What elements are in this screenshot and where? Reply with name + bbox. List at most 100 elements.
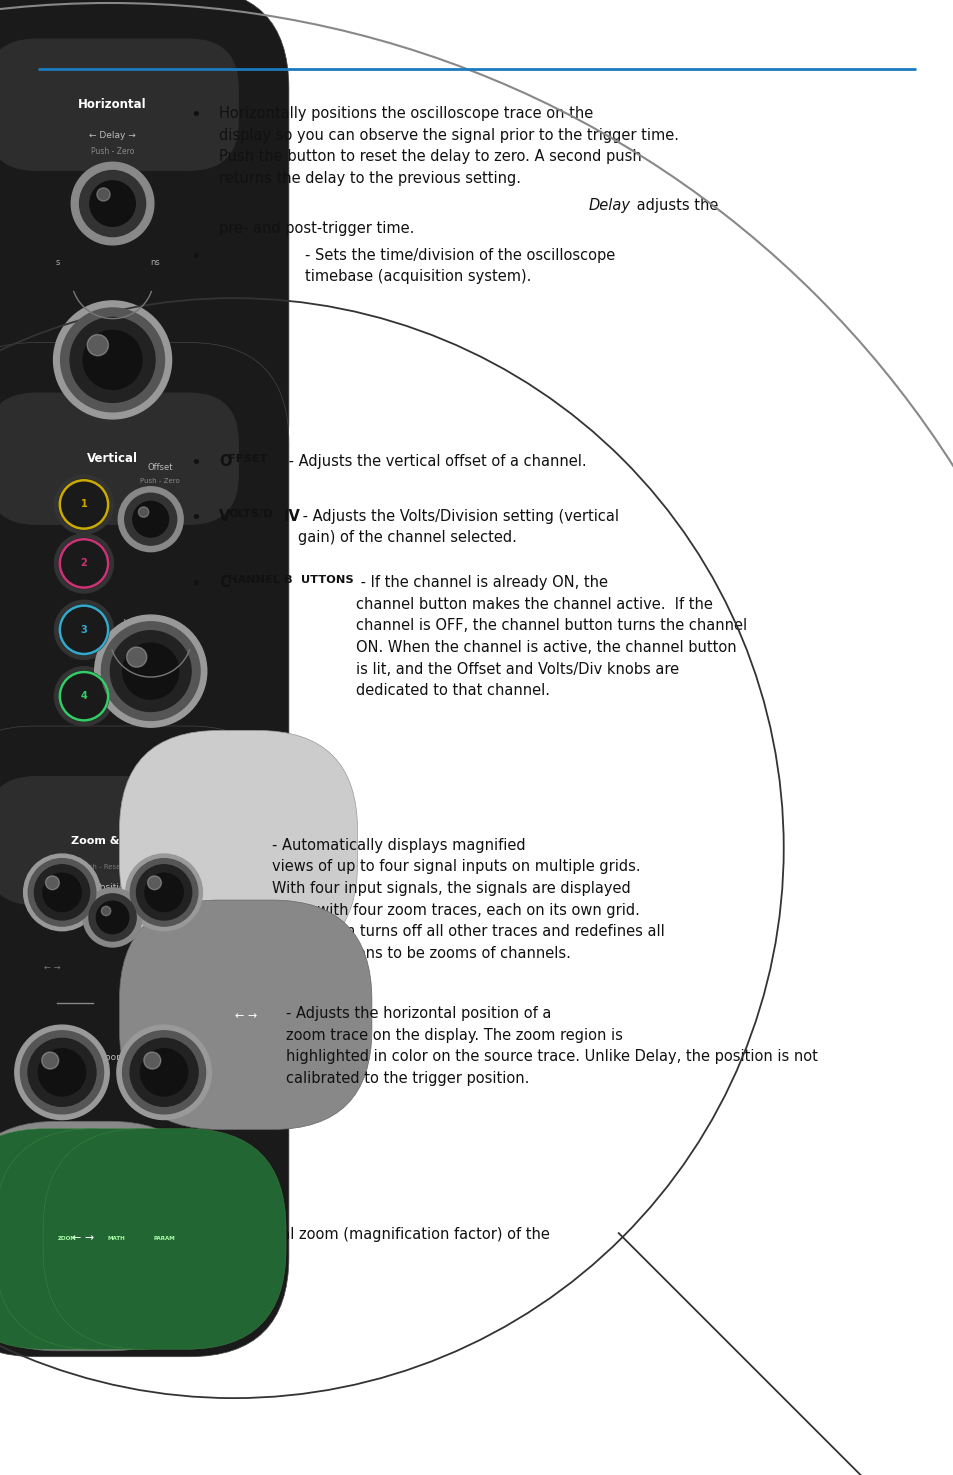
Circle shape bbox=[101, 906, 111, 916]
Text: - Adjusts the vertical offset of a channel.: - Adjusts the vertical offset of a chann… bbox=[284, 454, 586, 469]
Text: •: • bbox=[28, 1227, 39, 1245]
FancyBboxPatch shape bbox=[43, 1128, 286, 1350]
Circle shape bbox=[54, 667, 113, 726]
Text: 1: 1 bbox=[80, 500, 88, 509]
Circle shape bbox=[70, 317, 155, 403]
FancyBboxPatch shape bbox=[0, 776, 238, 906]
Circle shape bbox=[96, 901, 129, 934]
Circle shape bbox=[59, 479, 109, 530]
Circle shape bbox=[59, 671, 109, 721]
Text: PARAM: PARAM bbox=[153, 1236, 175, 1242]
Circle shape bbox=[83, 888, 142, 947]
Circle shape bbox=[54, 534, 113, 593]
Text: Vertical: Vertical bbox=[87, 453, 138, 465]
Text: ← Delay →: ← Delay → bbox=[89, 131, 136, 140]
Circle shape bbox=[127, 648, 147, 667]
Text: - If the channel is already ON, the
channel button makes the channel active.  If: - If the channel is already ON, the chan… bbox=[355, 575, 746, 698]
Text: •: • bbox=[190, 454, 201, 472]
Circle shape bbox=[117, 1025, 211, 1120]
Circle shape bbox=[144, 1052, 161, 1069]
Circle shape bbox=[20, 1031, 104, 1114]
Text: 2: 2 bbox=[80, 559, 88, 568]
Text: - Sets the time/division of the oscilloscope
timebase (acquisition system).: - Sets the time/division of the oscillos… bbox=[305, 248, 615, 285]
Circle shape bbox=[132, 502, 169, 537]
FancyBboxPatch shape bbox=[0, 38, 238, 171]
FancyBboxPatch shape bbox=[119, 730, 357, 963]
Circle shape bbox=[79, 171, 146, 236]
FancyBboxPatch shape bbox=[119, 900, 372, 1130]
Text: mV: mV bbox=[152, 620, 167, 628]
Circle shape bbox=[118, 487, 183, 552]
FancyBboxPatch shape bbox=[0, 1128, 237, 1350]
Text: - Adjusts the horizontal position of a
zoom trace on the display. The zoom regio: - Adjusts the horizontal position of a z… bbox=[286, 1006, 818, 1086]
Circle shape bbox=[125, 493, 176, 546]
FancyBboxPatch shape bbox=[0, 392, 238, 525]
Text: ZOOM: ZOOM bbox=[58, 1236, 76, 1242]
Text: FFSET: FFSET bbox=[229, 454, 268, 465]
Circle shape bbox=[38, 1049, 86, 1096]
Circle shape bbox=[34, 864, 90, 920]
Circle shape bbox=[122, 1031, 206, 1114]
Text: Delay: Delay bbox=[588, 198, 630, 212]
Circle shape bbox=[97, 187, 110, 201]
Circle shape bbox=[53, 301, 172, 419]
Text: UTTONS: UTTONS bbox=[300, 575, 353, 586]
Circle shape bbox=[54, 475, 113, 534]
Text: adjusts the: adjusts the bbox=[631, 198, 718, 212]
Text: - Automatically displays magnified
views of up to four signal inputs on multiple: - Automatically displays magnified views… bbox=[272, 838, 664, 960]
Text: ← →: ← → bbox=[72, 1233, 94, 1242]
Text: V: V bbox=[124, 620, 130, 628]
Text: MATH: MATH bbox=[107, 1236, 125, 1242]
Text: Zoom & Math: Zoom & Math bbox=[71, 836, 154, 845]
Text: •: • bbox=[190, 838, 201, 856]
Circle shape bbox=[71, 162, 153, 245]
Text: Position: Position bbox=[95, 884, 130, 892]
Circle shape bbox=[29, 858, 95, 926]
Text: •: • bbox=[190, 509, 201, 527]
Text: C: C bbox=[219, 575, 230, 590]
FancyBboxPatch shape bbox=[0, 0, 289, 521]
Circle shape bbox=[43, 873, 81, 912]
Text: Horizontal: Horizontal bbox=[78, 99, 147, 111]
FancyBboxPatch shape bbox=[0, 726, 289, 1357]
FancyBboxPatch shape bbox=[0, 1128, 189, 1350]
Circle shape bbox=[136, 864, 192, 920]
Circle shape bbox=[61, 308, 164, 412]
Circle shape bbox=[94, 615, 207, 727]
Circle shape bbox=[28, 1038, 96, 1106]
FancyBboxPatch shape bbox=[0, 342, 289, 900]
Text: 3: 3 bbox=[80, 625, 88, 634]
Text: •: • bbox=[190, 575, 201, 593]
Circle shape bbox=[101, 622, 200, 720]
Text: pre- and post-trigger time.: pre- and post-trigger time. bbox=[219, 221, 415, 236]
Text: - Adjusts the horizontal zoom (magnification factor) of the
selected zoom trace.: - Adjusts the horizontal zoom (magnifica… bbox=[124, 1227, 549, 1264]
Text: Offset: Offset bbox=[148, 463, 172, 472]
Circle shape bbox=[111, 631, 191, 711]
Text: s: s bbox=[55, 258, 60, 267]
Text: Push - Zero: Push - Zero bbox=[140, 478, 180, 484]
Circle shape bbox=[138, 507, 149, 518]
Circle shape bbox=[126, 854, 202, 931]
Circle shape bbox=[87, 335, 109, 355]
Text: ns: ns bbox=[151, 258, 160, 267]
Circle shape bbox=[130, 1038, 198, 1106]
Circle shape bbox=[59, 538, 109, 589]
Circle shape bbox=[59, 605, 109, 655]
Text: Push - Zero: Push - Zero bbox=[91, 148, 134, 156]
Text: IV: IV bbox=[283, 509, 300, 524]
Text: - Adjusts the Volts/Division setting (vertical
gain) of the channel selected.: - Adjusts the Volts/Division setting (ve… bbox=[297, 509, 618, 546]
Circle shape bbox=[131, 858, 197, 926]
Text: O: O bbox=[219, 454, 232, 469]
Circle shape bbox=[46, 876, 59, 889]
Circle shape bbox=[15, 1025, 109, 1120]
Circle shape bbox=[123, 643, 178, 699]
Circle shape bbox=[42, 1052, 59, 1069]
Text: Horizontally positions the oscilloscope trace on the
display so you can observe : Horizontally positions the oscilloscope … bbox=[219, 106, 679, 186]
Circle shape bbox=[83, 330, 142, 389]
Text: V: V bbox=[219, 509, 231, 524]
Text: ← →: ← → bbox=[44, 963, 61, 972]
Text: •: • bbox=[190, 106, 201, 124]
Circle shape bbox=[54, 600, 113, 659]
Text: •: • bbox=[190, 248, 201, 266]
Circle shape bbox=[89, 894, 136, 941]
